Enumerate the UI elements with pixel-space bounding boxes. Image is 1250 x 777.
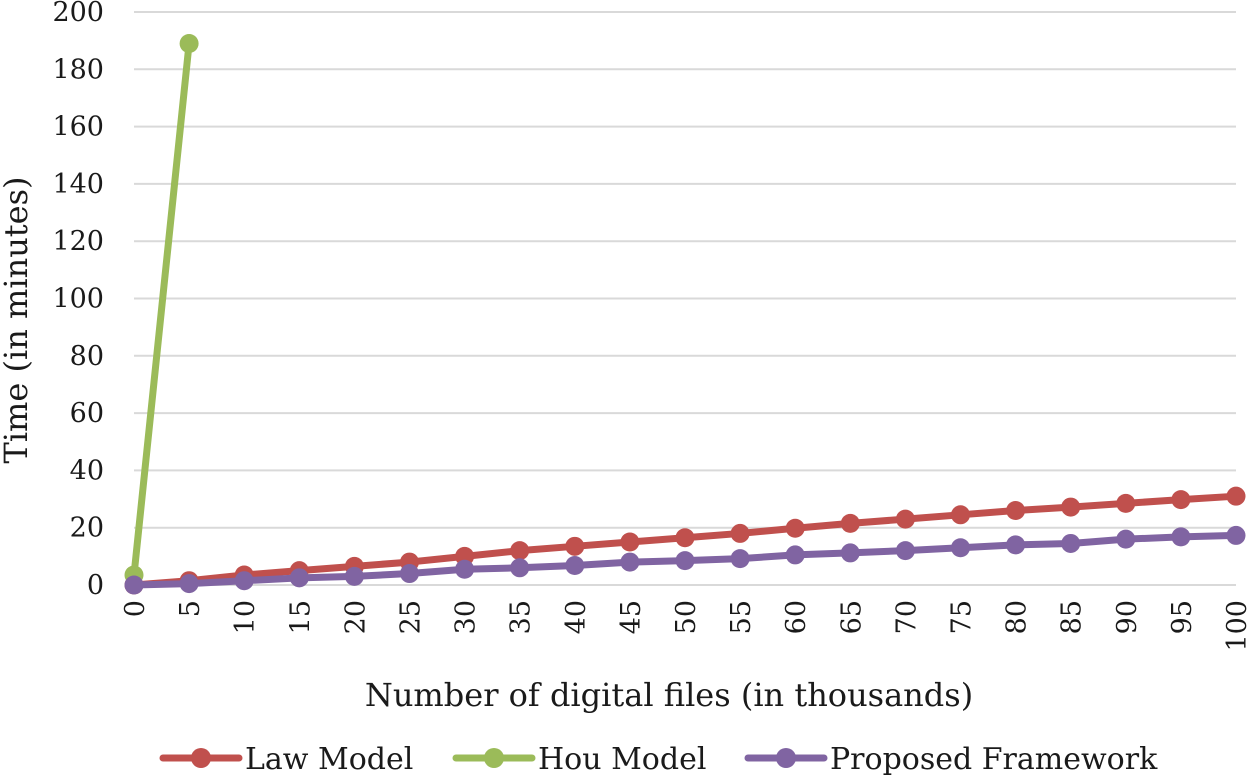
x-tick-label: 30 <box>451 600 482 634</box>
data-point-proposed-framework <box>1006 535 1026 555</box>
data-point-law-model <box>1061 497 1081 517</box>
data-point-law-model <box>840 513 860 533</box>
data-point-law-model <box>1171 490 1191 510</box>
x-tick-label: 80 <box>1002 600 1033 634</box>
data-point-proposed-framework <box>565 556 585 576</box>
y-tick-label: 60 <box>70 398 104 429</box>
data-point-proposed-framework <box>124 575 144 595</box>
y-tick-label: 160 <box>52 112 104 143</box>
y-tick-label: 200 <box>52 0 104 28</box>
data-point-proposed-framework <box>1171 527 1191 547</box>
y-tick-label: 120 <box>52 226 104 257</box>
x-tick-label: 70 <box>891 600 922 634</box>
x-tick-label: 100 <box>1222 600 1250 652</box>
x-tick-label: 15 <box>285 600 316 634</box>
data-point-law-model <box>895 509 915 529</box>
data-point-proposed-framework <box>730 549 750 569</box>
y-tick-label: 20 <box>70 513 104 544</box>
data-point-proposed-framework <box>510 558 530 578</box>
x-tick-label: 35 <box>506 600 537 634</box>
x-tick-label: 95 <box>1167 600 1198 634</box>
data-point-proposed-framework <box>400 564 419 584</box>
series-line-hou-model <box>130 40 193 579</box>
data-point-proposed-framework <box>344 566 364 586</box>
data-point-law-model <box>730 523 750 543</box>
y-tick-label: 100 <box>52 284 104 315</box>
data-point-proposed-framework <box>289 568 309 588</box>
data-point-proposed-framework <box>1226 525 1246 545</box>
x-tick-label: 65 <box>836 600 867 634</box>
data-point-hou-model <box>179 34 199 54</box>
legend-point-marker <box>484 748 504 768</box>
data-point-law-model <box>1006 501 1026 521</box>
x-tick-label: 40 <box>561 600 592 634</box>
x-tick-label: 75 <box>947 600 978 634</box>
x-tick-label: 55 <box>726 600 757 634</box>
y-tick-label: 80 <box>70 341 104 372</box>
legend-point-marker <box>776 748 796 768</box>
x-axis-title: Number of digital files (in thousands) <box>365 676 973 714</box>
x-tick-label: 20 <box>340 600 371 634</box>
data-point-proposed-framework <box>179 574 199 594</box>
data-point-law-model <box>510 541 530 561</box>
gridlines <box>134 11 1236 586</box>
x-tick-label: 0 <box>120 600 151 617</box>
y-tick-label: 0 <box>87 570 104 601</box>
x-tick-label: 45 <box>616 600 647 634</box>
data-point-proposed-framework <box>1116 529 1136 549</box>
y-tick-label: 140 <box>52 169 104 200</box>
data-point-law-model <box>620 532 640 552</box>
legend-item-hou-model: Hou Model <box>452 742 706 777</box>
x-axis-ticks: 0 5 10 15 20 25 30 35 40 45 50 55 60 65 70 75 80 85 90 95 10… <box>120 600 1250 652</box>
data-point-proposed-framework <box>675 551 695 571</box>
legend-label: Proposed Framework <box>830 742 1158 777</box>
data-point-law-model <box>1116 493 1136 513</box>
data-point-proposed-framework <box>785 545 805 565</box>
data-point-proposed-framework <box>840 543 860 563</box>
x-tick-label: 50 <box>671 600 702 634</box>
x-tick-label: 60 <box>781 600 812 634</box>
legend: Law Model Hou Model Proposed Framework <box>159 742 1158 777</box>
x-tick-label: 5 <box>175 600 206 617</box>
series-group <box>124 34 1246 595</box>
y-axis-ticks: 0 20 40 60 80 100 120 140 160 180 200 <box>52 0 104 601</box>
y-axis-title: Time (in minutes) <box>0 176 35 463</box>
data-point-proposed-framework <box>620 552 640 572</box>
x-tick-label: 10 <box>230 600 261 634</box>
data-point-law-model <box>675 528 695 548</box>
legend-point-marker <box>191 748 211 768</box>
x-tick-label: 25 <box>396 600 427 634</box>
data-point-proposed-framework <box>1061 533 1081 553</box>
data-point-proposed-framework <box>895 541 915 561</box>
series-proposed-framework <box>124 525 1246 595</box>
data-point-proposed-framework <box>951 538 970 558</box>
data-point-law-model <box>785 518 805 538</box>
y-tick-label: 40 <box>70 455 104 486</box>
legend-item-proposed-framework: Proposed Framework <box>744 742 1158 777</box>
data-point-proposed-framework <box>234 571 254 591</box>
data-point-law-model <box>565 536 585 556</box>
data-point-law-model <box>1226 486 1246 506</box>
y-tick-label: 180 <box>52 54 104 85</box>
data-point-law-model <box>951 505 970 525</box>
legend-item-law-model: Law Model <box>159 742 413 777</box>
x-tick-label: 85 <box>1057 600 1088 634</box>
series-hou-model <box>124 34 199 585</box>
legend-label: Hou Model <box>538 742 706 777</box>
legend-label: Law Model <box>245 742 413 777</box>
x-tick-label: 90 <box>1112 600 1143 634</box>
data-point-proposed-framework <box>455 559 475 579</box>
